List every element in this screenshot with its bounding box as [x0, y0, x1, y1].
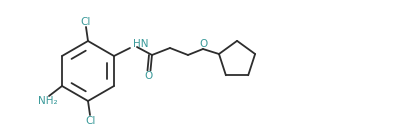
Text: O: O	[145, 71, 153, 81]
Text: Cl: Cl	[81, 17, 91, 27]
Text: NH₂: NH₂	[38, 96, 58, 106]
Text: HN: HN	[134, 39, 149, 49]
Text: O: O	[199, 39, 208, 49]
Text: Cl: Cl	[86, 116, 96, 126]
